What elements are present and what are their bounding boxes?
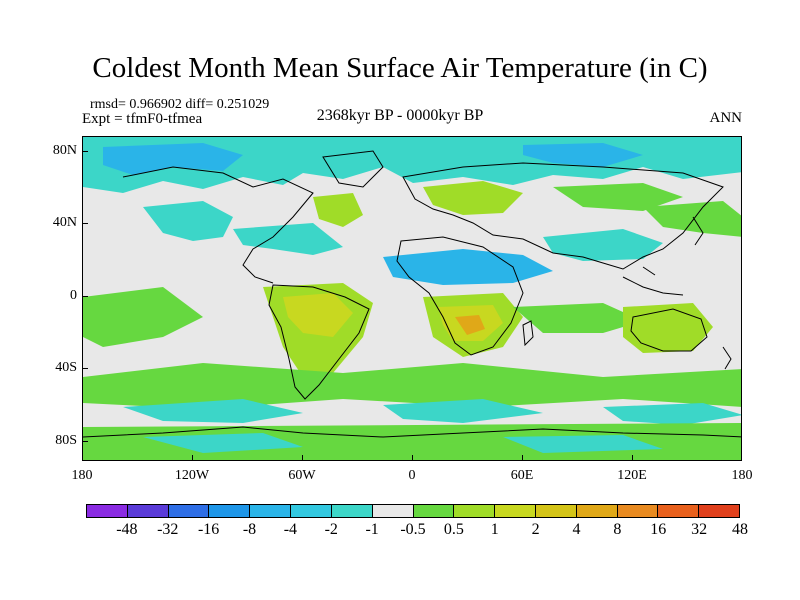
tick-lon-120e: [632, 455, 633, 461]
tick-lon-60e: [522, 455, 523, 461]
temperature-anomaly-map: [82, 136, 742, 461]
colorbar-swatch: [617, 505, 659, 517]
colorbar-swatch: [291, 505, 332, 517]
coastline-greenland: [322, 150, 384, 188]
colorbar-label: -0.5: [400, 521, 426, 538]
colorbar-label: -32: [157, 521, 179, 538]
stats-label: rmsd= 0.966902 diff= 0.251029: [90, 97, 270, 112]
colorbar: [86, 504, 740, 518]
region-africa-sahara-blue: [383, 249, 553, 285]
region-arctic-blue: [103, 143, 643, 175]
coastline-antarctica: [83, 426, 741, 438]
colorbar-swatch: [127, 505, 169, 517]
coastline-new-zealand: [722, 346, 732, 370]
lon-label-120e: 120E: [617, 468, 647, 483]
region-asia-cyan: [543, 229, 663, 261]
colorbar-swatch: [168, 505, 210, 517]
map-svg: [83, 137, 741, 460]
colorbar-label: -8: [242, 521, 257, 538]
lon-label-60e: 60E: [510, 468, 534, 483]
tick-lon-120w: [192, 455, 193, 461]
coastline-north-america: [122, 166, 314, 284]
colorbar-swatch: [699, 505, 739, 517]
colorbar-label: 8: [613, 521, 622, 538]
colorbar-swatch: [250, 505, 292, 517]
coastline-australia: [630, 308, 708, 352]
tick-lat-40s: [82, 368, 88, 369]
colorbar-label: 2: [531, 521, 540, 538]
colorbar-swatch: [535, 505, 577, 517]
colorbar-swatch: [576, 505, 618, 517]
coastline-madagascar: [522, 320, 534, 347]
colorbar-swatch: [454, 505, 496, 517]
tick-lat-80s: [82, 441, 88, 442]
colorbar-label: -1: [365, 521, 379, 538]
coastline-africa: [396, 236, 524, 356]
colorbar-label: -4: [283, 521, 298, 538]
colorbar-swatch: [495, 505, 536, 517]
lon-label-120w: 120W: [174, 468, 210, 483]
coastline-japan: [692, 216, 704, 246]
colorbar-swatch: [658, 505, 700, 517]
tick-lat-0: [82, 296, 88, 297]
region-antarctica-cyan: [143, 433, 663, 453]
tick-lon-60w: [302, 455, 303, 461]
region-south-america-yellow: [283, 293, 353, 337]
colorbar-swatch: [331, 505, 373, 517]
tick-lat-80n: [82, 151, 88, 152]
region-south-pacific-green: [83, 287, 203, 347]
colorbar-swatch: [413, 505, 455, 517]
colorbar-label: -48: [116, 521, 138, 538]
coastline-southeast-asia: [622, 266, 684, 296]
region-indian-ocean-green: [513, 303, 643, 333]
experiment-label: Expt = tfmF0-tfmea: [82, 111, 203, 127]
colorbar-label: 1: [490, 521, 499, 538]
lat-label-80n: 80N: [52, 143, 77, 158]
region-atlantic-cyan: [233, 223, 343, 255]
lat-label-0: 0: [70, 288, 77, 303]
colorbar-label: -16: [197, 521, 220, 538]
region-pacific-green: [643, 201, 741, 237]
colorbar-swatch: [87, 505, 128, 517]
coastline-south-america: [268, 284, 370, 400]
colorbar-label: 48: [732, 521, 748, 538]
colorbar-label: 4: [572, 521, 581, 538]
coastlines: [83, 150, 741, 438]
lon-label-180-west: 180: [71, 468, 93, 483]
lat-label-40n: 40N: [52, 215, 77, 230]
colorbar-label: 16: [650, 521, 667, 538]
lon-label-0: 0: [408, 468, 416, 483]
colorbar-label: 0.5: [443, 521, 464, 538]
colorbar-label: -2: [324, 521, 338, 538]
lon-label-180-east: 180: [731, 468, 753, 483]
colorbar-swatch: [372, 505, 414, 517]
region-north-america-cyan: [143, 201, 233, 241]
colorbar-label: 32: [691, 521, 708, 538]
region-siberia-green: [553, 183, 683, 211]
lat-label-80s: 80S: [55, 433, 77, 448]
season-label: ANN: [709, 110, 743, 126]
region-southern-ocean-cyan: [123, 399, 741, 425]
region-southern-africa-orange: [455, 315, 485, 335]
region-north-atlantic-green: [313, 193, 363, 227]
lon-label-60w: 60W: [288, 468, 316, 483]
region-southern-ocean-green: [83, 363, 741, 409]
lat-label-40s: 40S: [55, 360, 77, 375]
tick-lat-40n: [82, 223, 88, 224]
coastline-eurasia: [402, 162, 724, 270]
colorbar-swatch: [209, 505, 251, 517]
period-label: 2368kyr BP - 0000kyr BP: [316, 107, 484, 124]
plot-title: Coldest Month Mean Surface Air Temperatu…: [92, 52, 708, 84]
region-europe-green: [423, 181, 523, 215]
tick-lon-0: [412, 455, 413, 461]
